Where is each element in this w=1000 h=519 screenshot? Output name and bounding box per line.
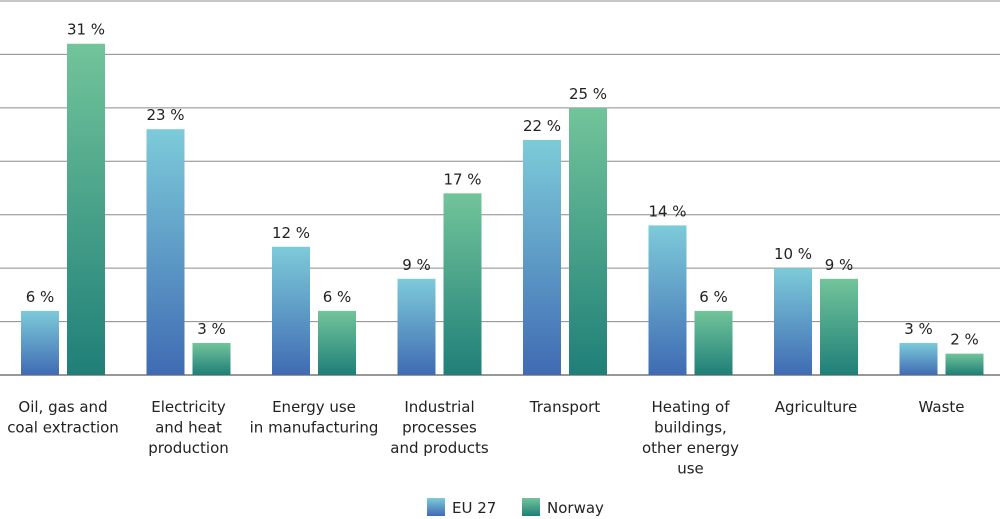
bar-norway [443,193,482,375]
category-label: Oil, gas and coal extraction [7,398,119,437]
bar-eu27 [774,268,812,375]
bar-norway [192,342,231,375]
bar-eu27 [397,278,436,375]
bar-eu27 [21,310,59,375]
category-label: Energy use in manufacturing [250,398,379,437]
category-label: Electricity and heat production [148,398,229,457]
bar-norway [820,278,858,375]
value-label-norway: 2 % [950,331,979,349]
value-label-norway: 31 % [67,21,105,39]
category-label: Industrial processes and products [390,398,489,457]
value-label-eu27: 14 % [648,202,686,220]
bar-norway [694,310,733,375]
legend-label-norway: Norway [547,499,604,517]
bars [21,43,984,375]
value-label-eu27: 10 % [774,245,812,263]
value-label-norway: 3 % [197,320,226,338]
bar-norway [67,43,105,375]
category-label: Waste [919,398,965,416]
bar-eu27 [648,225,687,375]
bar-norway [318,310,356,375]
value-label-norway: 17 % [443,170,481,188]
category-label: Heating of buildings, other energy use [642,398,739,478]
category-label: Agriculture [775,398,858,416]
category-label: Transport [529,398,601,416]
value-label-norway: 25 % [569,85,607,103]
legend: EU 27 Norway [427,498,604,517]
bar-eu27 [272,246,310,375]
category-labels: Oil, gas and coal extraction Electricity an… [7,398,964,478]
bar-norway [569,107,607,375]
value-labels: 6 % 31 % 23 % 3 % 12 % 6 % 9 % 17 % 22 % 25 % 14 %… [26,21,979,349]
value-label-norway: 6 % [323,288,352,306]
legend-label-eu27: EU 27 [452,499,496,517]
value-label-eu27: 3 % [904,320,933,338]
legend-swatch-eu27 [427,498,445,516]
legend-swatch-norway [522,498,540,516]
value-label-eu27: 6 % [26,288,55,306]
bar-eu27 [523,139,561,375]
value-label-eu27: 9 % [402,256,431,274]
value-label-eu27: 12 % [272,224,310,242]
value-label-eu27: 23 % [146,106,184,124]
bar-eu27 [899,342,938,375]
value-label-norway: 6 % [699,288,728,306]
bar-eu27 [146,129,185,375]
bar-norway [945,353,984,375]
value-label-eu27: 22 % [523,117,561,135]
value-label-norway: 9 % [825,256,854,274]
